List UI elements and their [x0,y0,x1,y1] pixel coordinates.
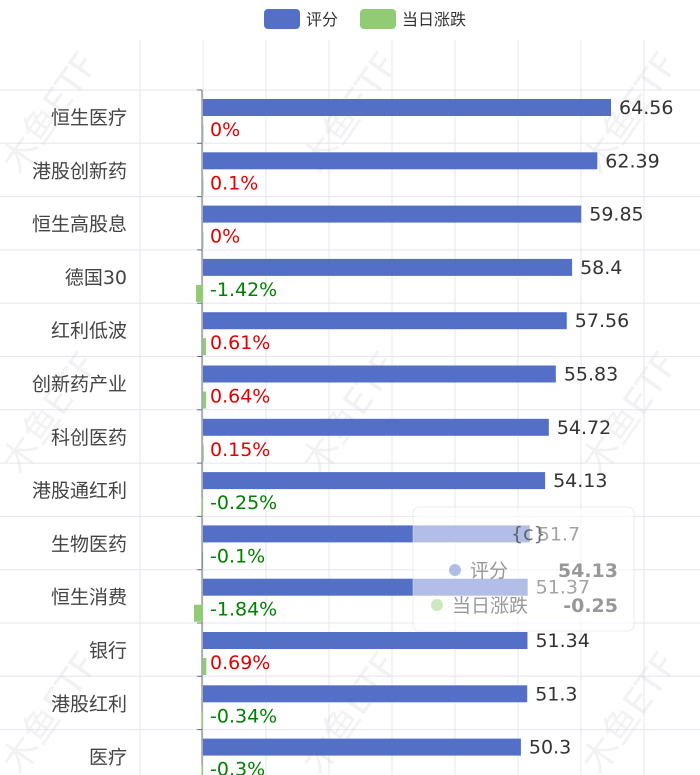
legend-item-score[interactable]: 评分 [264,9,338,29]
tooltip-box [412,506,635,632]
legend-label-score: 评分 [306,10,338,29]
bar-change[interactable] [203,231,204,249]
data-label-change: 0.1% [210,172,258,194]
y-tick-label: 港股通红利 [32,480,127,502]
bar-change[interactable] [201,711,203,729]
y-tick-label: 医疗 [89,747,127,769]
data-label-score: 58.4 [580,257,622,279]
data-label-change: -1.84% [210,599,277,621]
data-label-score: 51.34 [535,630,589,652]
bar-change[interactable] [193,604,203,622]
bar-score[interactable] [203,472,546,490]
tooltip-title: {c} [511,523,546,545]
tooltip: {c} 评分 54.13 当日涨跌 -0.25 [412,506,635,632]
y-tick-label: 红利低波 [51,320,127,342]
data-label-change: -0.3% [210,759,265,775]
data-label-score: 62.39 [605,150,659,172]
data-label-score: 50.3 [529,737,571,759]
legend-swatch-score [264,9,300,29]
data-label-score: 59.85 [589,204,643,226]
y-tick-label: 银行 [89,640,127,662]
bar-change[interactable] [201,498,203,516]
bar-score[interactable] [203,312,567,330]
bar-score[interactable] [203,418,549,436]
y-tick-label: 港股创新药 [32,160,127,182]
data-label-score: 51.3 [535,683,577,705]
bar-score[interactable] [203,258,573,276]
data-label-change: 0% [210,119,240,141]
bar-change[interactable] [203,658,207,675]
bar-score[interactable] [203,365,556,383]
data-label-change: -0.25% [210,492,277,514]
data-label-score: 54.72 [557,417,611,439]
data-labels: 64.56 0% 62.39 0.1% 59.85 0% 58.4 -1.42% 57.56 0.… [210,97,673,775]
data-label-score: 64.56 [619,97,673,119]
bar-change[interactable] [203,391,207,409]
bar-change[interactable] [203,444,204,462]
bar-change[interactable] [203,125,204,142]
tooltip-row-score-name: 评分 [470,560,508,582]
y-tick-label: 创新药产业 [32,374,127,396]
y-tick-label: 恒生医疗 [51,107,127,129]
data-label-change: 0.69% [210,652,270,674]
legend-swatch-change [360,9,396,29]
bar-score[interactable] [203,205,582,223]
data-label-change: -1.42% [210,279,277,301]
y-tick-label: 德国30 [65,267,127,289]
watermark-text: 木鱼ETF [0,345,107,481]
data-label-change: -0.1% [210,545,265,567]
tooltip-marker-change [431,599,443,611]
data-label-change: 0.15% [210,439,270,461]
bar-change[interactable] [196,284,203,302]
data-label-score: 55.83 [564,364,618,386]
tooltip-row-change-value: -0.25 [563,595,618,617]
legend[interactable]: 评分 当日涨跌 [264,9,466,29]
tooltip-marker-score [449,564,461,576]
data-label-score: 54.13 [553,470,607,492]
bars [193,99,612,775]
bar-score[interactable] [203,685,528,703]
y-tick-label: 恒生消费 [51,587,127,609]
bar-change[interactable] [202,551,204,569]
legend-label-change: 当日涨跌 [402,10,466,29]
bar-score[interactable] [203,152,598,170]
bar-score[interactable] [203,99,612,116]
data-label-change: 0.64% [210,386,270,408]
legend-item-change[interactable]: 当日涨跌 [360,9,466,29]
y-tick-label: 科创医药 [51,427,127,449]
data-label-change: 0% [210,226,240,248]
bar-score[interactable] [203,738,521,756]
bar-change[interactable] [203,178,204,196]
bar-change[interactable] [201,764,203,775]
y-tick-label: 生物医药 [51,533,127,555]
tooltip-row-score-value: 54.13 [558,560,618,582]
tooltip-row-change-name: 当日涨跌 [452,595,528,617]
watermark-text: 木鱼ETF [574,645,686,775]
bar-change[interactable] [203,338,206,356]
data-label-change: -0.34% [210,705,277,727]
y-tick-label: 港股红利 [51,693,127,715]
y-tick-label: 恒生高股息 [32,214,127,236]
bar-score[interactable] [203,632,528,649]
data-label-change: 0.61% [210,332,270,354]
data-label-score: 57.56 [575,310,629,332]
